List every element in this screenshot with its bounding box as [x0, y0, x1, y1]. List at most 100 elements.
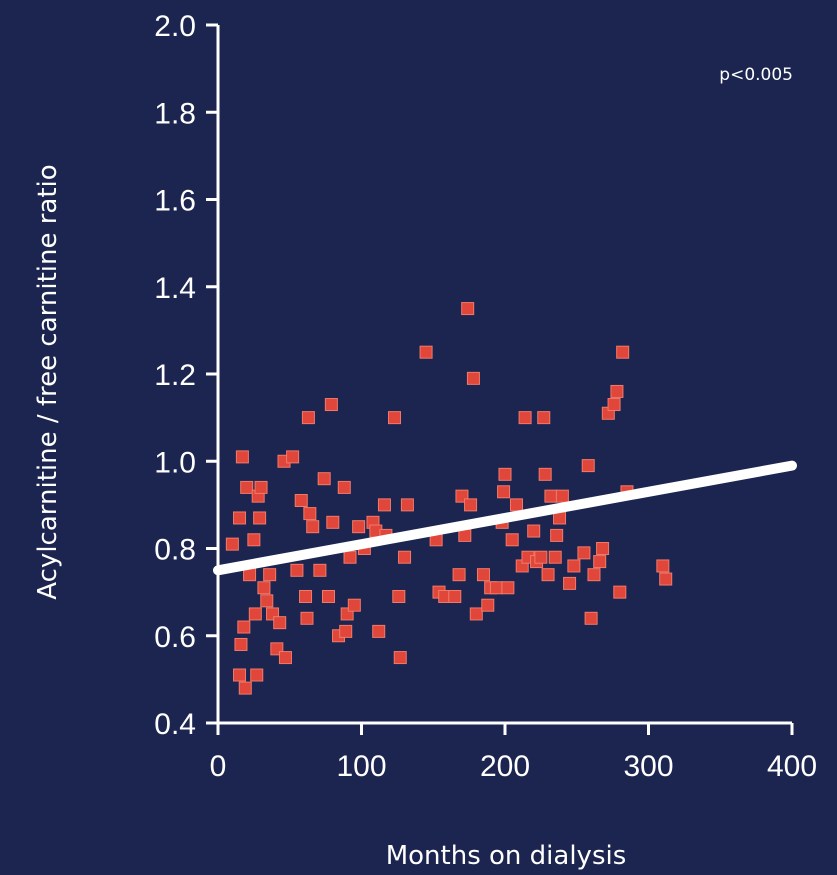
data-point	[505, 533, 519, 547]
data-point	[225, 537, 239, 551]
y-tick-label: 0.8	[154, 534, 196, 567]
data-point	[527, 524, 541, 538]
data-point	[260, 594, 274, 608]
y-axis-title: Acylcarnitine / free carnitine ratio	[33, 164, 63, 599]
data-point	[587, 568, 601, 582]
data-point	[548, 550, 562, 564]
data-point	[290, 563, 304, 577]
data-point	[498, 467, 512, 481]
data-point	[544, 489, 558, 503]
data-point	[538, 467, 552, 481]
data-point	[324, 398, 338, 412]
data-point	[347, 598, 361, 612]
data-point	[393, 651, 407, 665]
data-point	[584, 611, 598, 625]
data-point	[497, 485, 511, 499]
data-point	[352, 520, 366, 534]
x-tick-label: 100	[336, 750, 386, 783]
data-point	[388, 411, 402, 425]
data-point	[400, 498, 414, 512]
data-point	[616, 345, 630, 359]
data-point	[306, 520, 320, 534]
data-point	[253, 511, 267, 525]
data-point	[339, 624, 353, 638]
data-point	[237, 620, 251, 634]
data-point	[254, 480, 268, 494]
data-point	[461, 302, 475, 316]
data-point	[541, 568, 555, 582]
data-point	[656, 559, 670, 573]
x-tick-label: 200	[480, 750, 530, 783]
x-axis-title: Months on dialysis	[386, 841, 627, 871]
data-point	[317, 472, 331, 486]
data-point	[233, 511, 247, 525]
data-point	[452, 568, 466, 582]
data-point	[537, 411, 551, 425]
axes	[206, 23, 794, 735]
data-point	[250, 668, 264, 682]
x-tick-label: 300	[623, 750, 673, 783]
data-point	[610, 384, 624, 398]
data-point	[263, 568, 277, 582]
data-point	[243, 568, 257, 582]
data-point	[326, 515, 340, 529]
data-point	[567, 559, 581, 573]
data-point	[238, 681, 252, 695]
data-point	[448, 589, 462, 603]
data-point	[313, 563, 327, 577]
data-point	[235, 450, 249, 464]
trend-line-group	[213, 460, 797, 576]
data-point	[577, 546, 591, 560]
data-point	[294, 494, 308, 508]
data-point	[613, 585, 627, 599]
data-point	[233, 668, 247, 682]
data-point	[377, 498, 391, 512]
data-point	[248, 607, 262, 621]
data-point	[581, 459, 595, 473]
data-point	[607, 398, 621, 412]
data-point	[534, 550, 548, 564]
data-point	[489, 581, 503, 595]
data-point	[337, 480, 351, 494]
data-point	[234, 637, 248, 651]
data-point	[301, 411, 315, 425]
data-point	[596, 542, 610, 555]
y-tick-label: 0.4	[154, 708, 196, 741]
y-tick-label: 1.4	[154, 272, 196, 305]
data-point	[555, 489, 569, 503]
y-tick-label: 1.0	[154, 446, 196, 479]
data-point	[466, 371, 480, 385]
data-point	[286, 450, 300, 464]
y-tick-label: 2.0	[154, 10, 196, 43]
data-point	[343, 550, 357, 564]
data-point	[303, 507, 317, 521]
data-point	[501, 581, 515, 595]
x-tick-label: 400	[767, 750, 817, 783]
data-point	[481, 598, 495, 612]
data-point	[240, 480, 254, 494]
y-tick-label: 1.6	[154, 185, 196, 218]
data-point	[593, 555, 607, 569]
data-point	[464, 498, 478, 512]
data-point	[563, 576, 577, 590]
data-point	[273, 616, 287, 630]
data-point	[392, 589, 406, 603]
y-tick-label: 1.2	[154, 359, 196, 392]
trend-line	[213, 460, 797, 576]
y-tick-label: 0.6	[154, 621, 196, 654]
data-point	[476, 568, 490, 582]
data-point	[509, 498, 523, 512]
data-point	[257, 581, 271, 595]
data-point	[398, 550, 412, 564]
data-point	[550, 528, 564, 542]
data-point	[458, 528, 472, 542]
data-point	[278, 651, 292, 665]
p-value-annotation: p<0.005	[719, 65, 793, 85]
data-point	[299, 589, 313, 603]
y-tick-label: 1.8	[154, 97, 196, 130]
data-point	[372, 624, 386, 638]
data-point	[321, 589, 335, 603]
data-point	[419, 345, 433, 359]
